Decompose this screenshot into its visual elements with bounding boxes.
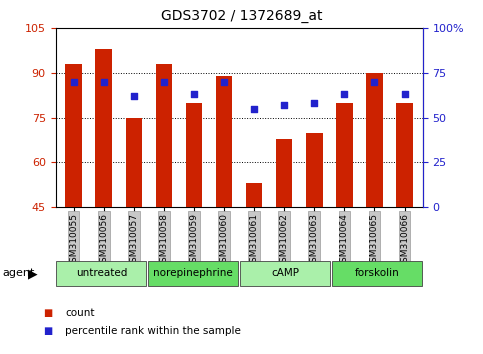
Bar — [336, 103, 353, 207]
Point — [250, 106, 258, 112]
Point — [401, 92, 409, 97]
Point — [130, 93, 138, 99]
Text: forskolin: forskolin — [355, 268, 399, 279]
Text: ▶: ▶ — [28, 267, 38, 280]
Point — [100, 79, 108, 85]
Point — [311, 101, 318, 106]
Point — [341, 92, 348, 97]
Point — [220, 79, 228, 85]
Bar — [96, 49, 112, 207]
Point — [280, 102, 288, 108]
Bar — [276, 138, 293, 207]
Text: percentile rank within the sample: percentile rank within the sample — [65, 326, 241, 336]
Point — [370, 79, 378, 85]
Point — [160, 79, 168, 85]
Text: GDS3702 / 1372689_at: GDS3702 / 1372689_at — [161, 9, 322, 23]
Bar — [65, 64, 82, 207]
Point — [70, 79, 77, 85]
FancyBboxPatch shape — [240, 261, 330, 286]
Text: cAMP: cAMP — [271, 268, 299, 279]
Text: count: count — [65, 308, 95, 318]
Text: untreated: untreated — [76, 268, 127, 279]
Bar — [126, 118, 142, 207]
Point — [190, 92, 198, 97]
Text: norepinephrine: norepinephrine — [153, 268, 233, 279]
Text: ■: ■ — [43, 326, 53, 336]
Bar — [246, 183, 262, 207]
Bar — [156, 64, 172, 207]
Bar — [366, 73, 383, 207]
Bar — [306, 133, 323, 207]
FancyBboxPatch shape — [332, 261, 422, 286]
Text: agent: agent — [2, 268, 35, 279]
FancyBboxPatch shape — [148, 261, 238, 286]
Bar — [396, 103, 413, 207]
Text: ■: ■ — [43, 308, 53, 318]
Bar — [185, 103, 202, 207]
Bar — [216, 76, 232, 207]
FancyBboxPatch shape — [57, 261, 146, 286]
